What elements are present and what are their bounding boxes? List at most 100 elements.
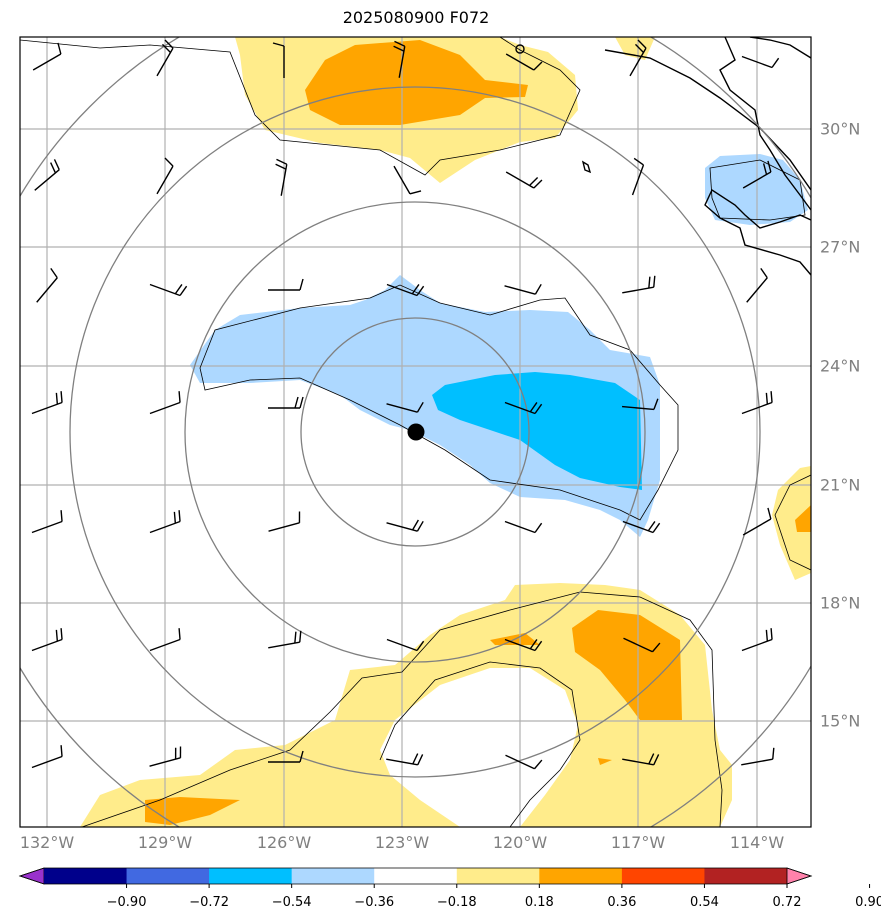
wind-barb (156, 157, 174, 195)
wind-barb (386, 753, 424, 766)
wind-barb (272, 42, 285, 78)
wind-barb (741, 628, 773, 652)
latitude-label: 30°N (820, 119, 861, 139)
wind-barb (268, 630, 302, 649)
range-rings (20, 37, 811, 827)
colorbar-segment (126, 868, 210, 884)
negative-anomaly-central-strong (432, 372, 642, 490)
colorbar-tick-label: 0.18 (524, 895, 554, 910)
colorbar-segment (44, 868, 128, 884)
station-marker (515, 44, 525, 54)
negative-anomaly-central (190, 275, 660, 537)
colorbar-tick-label: 0.72 (772, 895, 802, 910)
wind-barb (623, 637, 661, 653)
colorbar-segment (456, 868, 540, 884)
wind-barb (742, 507, 772, 536)
wind-barb (34, 159, 60, 191)
wind-barbs (31, 39, 780, 770)
map-frame (19, 36, 812, 828)
longitude-label: 114°W (729, 833, 785, 852)
wind-barb (36, 267, 58, 303)
latitude-label: 27°N (820, 237, 861, 257)
wind-barb (746, 267, 768, 303)
wind-barb (268, 278, 304, 291)
wind-barb (386, 638, 425, 652)
colorbar-segment (209, 868, 293, 884)
colorbar-tick-label: −0.36 (354, 895, 395, 910)
colorbar-tick-label: 0.54 (689, 895, 719, 910)
wind-barb (505, 171, 543, 189)
wind-barb (622, 753, 660, 766)
wind-barb (31, 510, 63, 534)
positive-anomaly-south-strong (572, 610, 682, 720)
latitude-label: 15°N (820, 711, 861, 731)
positive-anomaly-east-strong (795, 505, 811, 532)
wind-barb (622, 520, 661, 534)
wind-barb (386, 401, 424, 413)
wind-barb (504, 520, 543, 534)
latitude-label: 24°N (820, 356, 861, 376)
wind-barb (31, 628, 63, 652)
wind-barb (149, 746, 182, 767)
wind-barb (505, 53, 543, 71)
wind-barb (149, 510, 181, 534)
map-plot-area (20, 37, 811, 827)
wind-barb (742, 160, 772, 189)
colorbar-extend-max (786, 867, 813, 885)
wind-barb (393, 40, 406, 78)
positive-anomaly-sw-strong (145, 797, 240, 825)
positive-anomaly-east (772, 466, 811, 580)
longitude-label: 117°W (610, 833, 666, 852)
colorbar-outline (18, 867, 813, 885)
chart-title: 2025080900 F072 (342, 8, 490, 27)
colorbar-segment (374, 868, 458, 884)
wind-barb (393, 165, 422, 195)
latitude-label: 18°N (820, 593, 861, 613)
wind-barb (32, 42, 62, 71)
wind-barb (741, 55, 780, 69)
longitude-label: 123°W (374, 833, 430, 852)
wind-barb (268, 511, 301, 532)
positive-anomaly-small-dot (598, 758, 612, 765)
colorbar-segment (291, 868, 375, 884)
colorbar-tick-label: 0.90 (855, 895, 881, 910)
colorbar-segment (539, 868, 623, 884)
storm-center-marker (407, 423, 425, 441)
wind-barb (622, 275, 656, 294)
wind-barb (268, 750, 304, 763)
wind-barb (741, 747, 775, 766)
longitude-label: 132°W (19, 833, 75, 852)
wind-barb (149, 283, 188, 297)
colorbar-extend-min (18, 867, 45, 885)
wind-barb (504, 283, 542, 295)
wind-barb (741, 391, 773, 415)
wind-barb (268, 396, 304, 409)
wind-barb (504, 401, 543, 415)
contour-lines (20, 37, 811, 827)
colorbar-tick-label: −0.72 (189, 895, 230, 910)
colorbar-segment (621, 868, 705, 884)
wind-barb (275, 158, 288, 196)
positive-anomaly-south-hole (380, 668, 578, 827)
colorbar-tick-label: −0.90 (106, 895, 147, 910)
colorbar-tick-label: −0.18 (436, 895, 477, 910)
wind-barb (149, 391, 181, 415)
colorbar-tick-label: 0.36 (607, 895, 637, 910)
wind-barb (505, 754, 543, 770)
wind-barb (621, 398, 659, 411)
longitude-label: 129°W (137, 833, 193, 852)
wind-barb (149, 628, 181, 652)
wind-barb (31, 745, 63, 769)
wind-barb (386, 519, 424, 532)
positive-anomaly-ne-small (615, 37, 655, 60)
coastline (581, 37, 811, 276)
wind-barb (629, 39, 647, 77)
wind-barb (156, 39, 174, 77)
colorbar (18, 867, 871, 888)
colorbar-segment (704, 868, 788, 884)
positive-anomaly-north-strong (305, 40, 528, 125)
latitude-label: 21°N (820, 475, 861, 495)
longitude-label: 120°W (492, 833, 548, 852)
wind-barb (31, 391, 63, 415)
